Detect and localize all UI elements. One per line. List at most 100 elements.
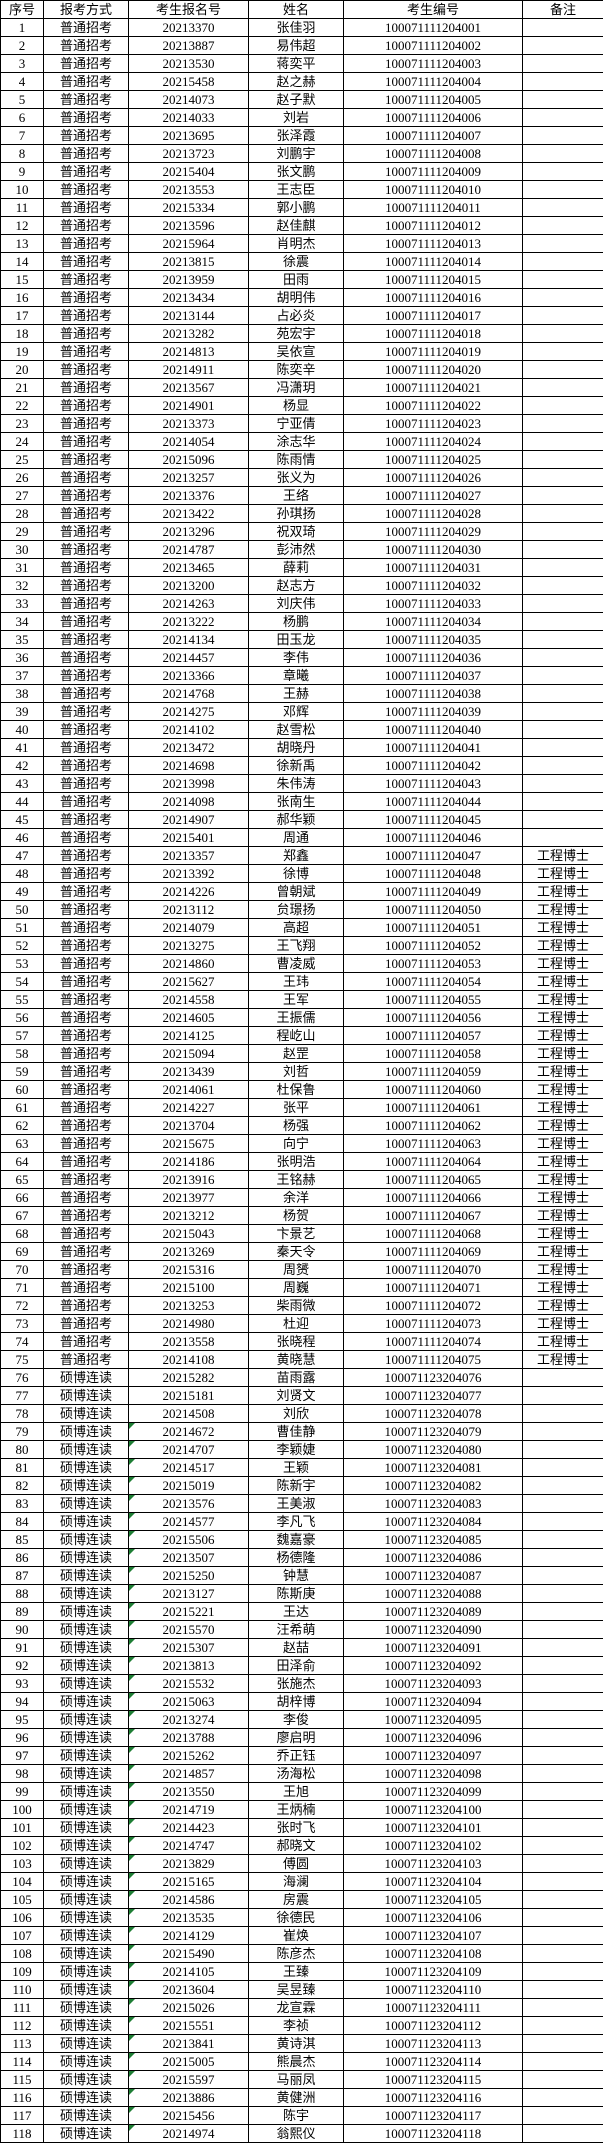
table-row: 97 硕博连读 20215262 乔正钰 100071123204097 (0, 1746, 603, 1765)
cell-registration-no: 20213977 (128, 1188, 249, 1207)
cell-seq: 22 (0, 396, 44, 415)
cell-registration-no: 20213127 (128, 1584, 249, 1603)
cell-candidate-id: 100071123204089 (343, 1602, 523, 1621)
cell-name: 蒋奕平 (248, 54, 344, 73)
cell-candidate-id: 100071111204005 (343, 90, 523, 109)
cell-candidate-id: 100071111204020 (343, 360, 523, 379)
cell-method: 普通招考 (43, 504, 129, 523)
cell-name: 翁熙仪 (248, 2124, 344, 2143)
cell-candidate-id: 100071111204003 (343, 54, 523, 73)
cell-name: 汤海松 (248, 1764, 344, 1783)
cell-remark (522, 540, 603, 559)
table-row: 5 普通招考 20214073 赵子默 100071111204005 (0, 90, 603, 109)
cell-candidate-id: 100071111204034 (343, 612, 523, 631)
cell-registration-no: 20213422 (128, 504, 249, 523)
cell-seq: 60 (0, 1080, 44, 1099)
cell-seq: 100 (0, 1800, 44, 1819)
cell-seq: 10 (0, 180, 44, 199)
cell-candidate-id: 100071123204087 (343, 1566, 523, 1585)
cell-method: 硕博连读 (43, 1926, 129, 1945)
cell-seq: 6 (0, 108, 44, 127)
cell-remark: 工程博士 (522, 954, 603, 973)
cell-seq: 103 (0, 1854, 44, 1873)
cell-registration-no: 20214857 (128, 1764, 249, 1783)
cell-registration-no: 20214974 (128, 2124, 249, 2143)
cell-candidate-id: 100071123204107 (343, 1926, 523, 1945)
cell-candidate-id: 100071111204006 (343, 108, 523, 127)
cell-method: 普通招考 (43, 360, 129, 379)
cell-seq: 73 (0, 1314, 44, 1333)
table-row: 43 普通招考 20213998 朱伟涛 100071111204043 (0, 774, 603, 793)
cell-seq: 5 (0, 90, 44, 109)
cell-remark (522, 1530, 603, 1549)
cell-seq: 2 (0, 36, 44, 55)
cell-remark (522, 288, 603, 307)
cell-remark (522, 1620, 603, 1639)
cell-error-indicator-icon (129, 1675, 135, 1681)
cell-name: 孙琪扬 (248, 504, 344, 523)
cell-method: 硕博连读 (43, 1854, 129, 1873)
cell-registration-no: 20214672 (128, 1422, 249, 1441)
cell-seq: 81 (0, 1458, 44, 1477)
cell-seq: 78 (0, 1404, 44, 1423)
cell-candidate-id: 100071123204105 (343, 1890, 523, 1909)
cell-name: 赵志方 (248, 576, 344, 595)
cell-remark (522, 234, 603, 253)
cell-candidate-id: 100071111204040 (343, 720, 523, 739)
table-row: 77 硕博连读 20215181 刘贤文 100071123204077 (0, 1386, 603, 1405)
cell-registration-no: 20213723 (128, 144, 249, 163)
cell-remark (522, 1800, 603, 1819)
cell-error-indicator-icon (129, 2107, 135, 2113)
cell-name: 杨德隆 (248, 1548, 344, 1567)
cell-registration-no: 20215005 (128, 2052, 249, 2071)
cell-registration-no: 20214787 (128, 540, 249, 559)
cell-error-indicator-icon (129, 2071, 135, 2077)
cell-method: 普通招考 (43, 54, 129, 73)
table-row: 81 硕博连读 20214517 王颖 100071123204081 (0, 1458, 603, 1477)
cell-remark (522, 1890, 603, 1909)
cell-method: 普通招考 (43, 1314, 129, 1333)
cell-remark (522, 162, 603, 181)
cell-seq: 95 (0, 1710, 44, 1729)
table-row: 93 硕博连读 20215532 张施杰 100071123204093 (0, 1674, 603, 1693)
cell-seq: 114 (0, 2052, 44, 2071)
table-row: 41 普通招考 20213472 胡晓丹 100071111204041 (0, 738, 603, 757)
cell-candidate-id: 100071111204067 (343, 1206, 523, 1225)
cell-remark (522, 126, 603, 145)
table-row: 117 硕博连读 20215456 陈宇 100071123204117 (0, 2106, 603, 2125)
cell-registration-no: 20213376 (128, 486, 249, 505)
cell-method: 普通招考 (43, 342, 129, 361)
cell-candidate-id: 100071111204049 (343, 882, 523, 901)
table-row: 8 普通招考 20213723 刘鹏宇 100071111204008 (0, 144, 603, 163)
cell-registration-no: 20214747 (128, 1836, 249, 1855)
cell-name: 海澜 (248, 1872, 344, 1891)
table-row: 72 普通招考 20213253 柴雨微 100071111204072 工程博士 (0, 1296, 603, 1315)
cell-seq: 35 (0, 630, 44, 649)
table-row: 30 普通招考 20214787 彭沛然 100071111204030 (0, 540, 603, 559)
cell-name: 邓辉 (248, 702, 344, 721)
cell-candidate-id: 100071111204029 (343, 522, 523, 541)
cell-seq: 77 (0, 1386, 44, 1405)
cell-method: 普通招考 (43, 972, 129, 991)
cell-method: 普通招考 (43, 990, 129, 1009)
table-row: 104 硕博连读 20215165 海澜 100071123204104 (0, 1872, 603, 1891)
table-row: 18 普通招考 20213282 苑宏宇 100071111204018 (0, 324, 603, 343)
cell-method: 普通招考 (43, 270, 129, 289)
cell-seq: 93 (0, 1674, 44, 1693)
cell-name: 冯潇玥 (248, 378, 344, 397)
cell-candidate-id: 100071123204093 (343, 1674, 523, 1693)
cell-error-indicator-icon (129, 1621, 135, 1627)
table-row: 83 硕博连读 20213576 王美淑 100071123204083 (0, 1494, 603, 1513)
cell-registration-no: 20213253 (128, 1296, 249, 1315)
cell-method: 硕博连读 (43, 1782, 129, 1801)
cell-registration-no: 20213815 (128, 252, 249, 271)
cell-candidate-id: 100071111204030 (343, 540, 523, 559)
table-row: 70 普通招考 20215316 周赟 100071111204070 工程博士 (0, 1260, 603, 1279)
cell-method: 普通招考 (43, 1098, 129, 1117)
cell-seq: 23 (0, 414, 44, 433)
cell-seq: 72 (0, 1296, 44, 1315)
table-row: 78 硕博连读 20214508 刘欣 100071123204078 (0, 1404, 603, 1423)
cell-remark (522, 1602, 603, 1621)
cell-registration-no: 20213366 (128, 666, 249, 685)
